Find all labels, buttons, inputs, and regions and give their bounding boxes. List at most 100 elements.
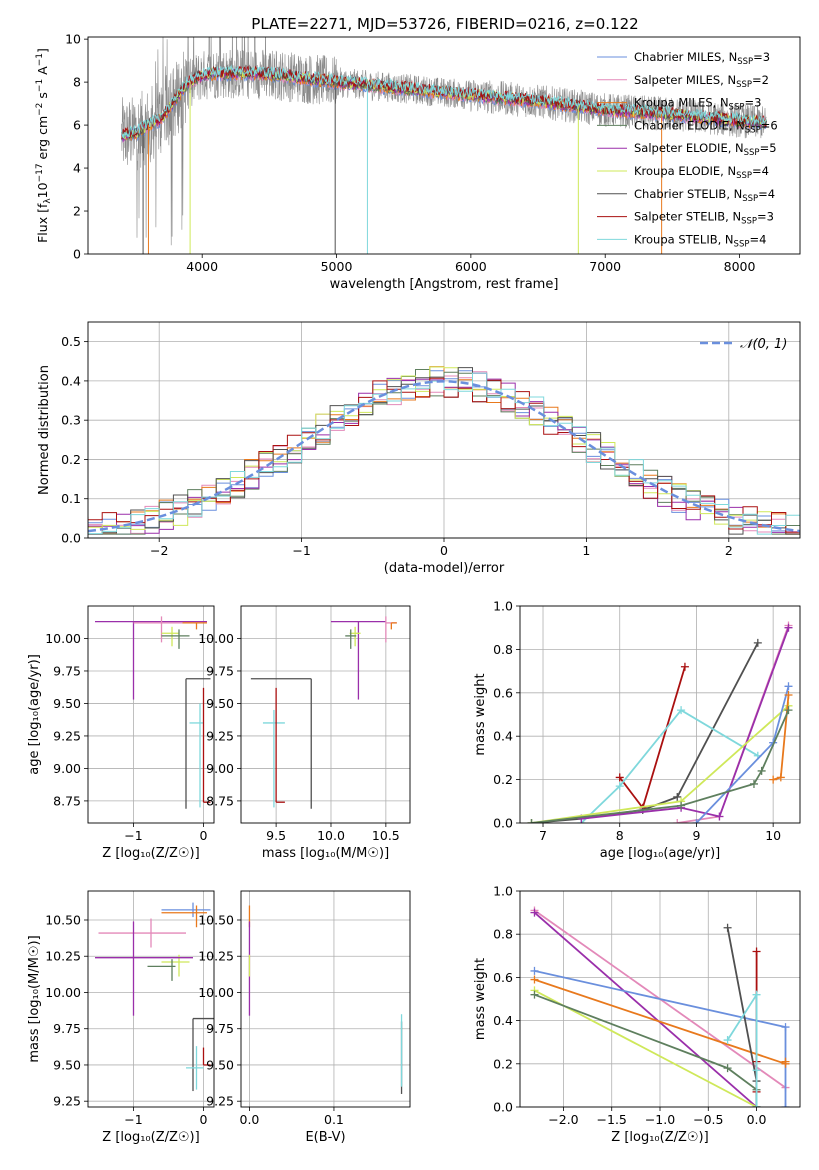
y-tick-label: 9.25 bbox=[206, 728, 234, 743]
legend-label-salpeter_miles: Salpeter MILES, NSSP=2 bbox=[634, 73, 769, 90]
series-marker-chabrier_elodie bbox=[749, 779, 758, 788]
y-tick-label: 0.0 bbox=[493, 1100, 513, 1115]
y-tick-label: 0.8 bbox=[493, 642, 513, 657]
residuals-plot-area bbox=[88, 366, 800, 535]
x-tick-label: 8000 bbox=[724, 259, 756, 274]
x-axis-label: Z [log₁₀(Z/Z☉)] bbox=[611, 1130, 708, 1145]
y-tick-label: 9.75 bbox=[53, 1021, 81, 1036]
x-tick-label: 4000 bbox=[186, 259, 218, 274]
series-marker-chabrier_stelib bbox=[673, 792, 682, 801]
x-tick-label: 0.0 bbox=[240, 1112, 260, 1127]
x-axis-label: Z [log₁₀(Z/Z☉)] bbox=[102, 1130, 199, 1145]
x-tick-label: −2 bbox=[150, 543, 168, 558]
x-axis-label: age [log₁₀(age/yr)] bbox=[600, 846, 721, 861]
x-tick-label: 0 bbox=[440, 543, 448, 558]
spectrum-axes: 4000 5000 6000 7000 8000 0 2 4 6 8 10 wavelength [A… bbox=[35, 32, 755, 292]
errorbar-point-kroupa_elodie bbox=[161, 954, 190, 977]
x-axis-label: Z [log₁₀(Z/Z☉)] bbox=[102, 846, 199, 861]
series-marker-kroupa_stelib bbox=[615, 782, 624, 791]
errorbar-point-salpeter_stelib bbox=[202, 1047, 211, 1066]
series-marker-chabrier_miles bbox=[781, 1023, 790, 1032]
errorbar-point-chabrier_stelib bbox=[185, 678, 211, 809]
age_vs_z-axes: −1 0 8.75 9.00 9.25 9.50 9.75 10.00 Z [log₁₀(Z/Z… bbox=[27, 606, 214, 861]
y-tick-label: 9.50 bbox=[206, 1057, 234, 1072]
series-marker-kroupa_stelib bbox=[723, 1036, 732, 1045]
mass_vs_ebv-plot-area bbox=[248, 905, 403, 1094]
y-tick-label: 0.6 bbox=[493, 685, 513, 700]
y-tick-label: 9.25 bbox=[206, 1094, 234, 1109]
age_vs_mass-plot-area bbox=[250, 616, 397, 809]
y-tick-label: 4 bbox=[73, 161, 81, 176]
series-marker-salpeter_stelib bbox=[615, 773, 624, 782]
legend-label-kroupa_elodie: Kroupa ELODIE, NSSP=4 bbox=[634, 164, 769, 181]
x-tick-label: −0.5 bbox=[693, 1112, 723, 1127]
x-tick-label: 10.5 bbox=[372, 828, 400, 843]
x-tick-label: 0 bbox=[200, 1112, 208, 1127]
errorbar-point-kroupa_miles bbox=[161, 905, 207, 928]
x-tick-label: 0.0 bbox=[747, 1112, 767, 1127]
series-line-salpeter_elodie bbox=[533, 911, 758, 1107]
series-marker-kroupa_stelib bbox=[752, 1103, 761, 1107]
y-tick-label: 10.00 bbox=[45, 631, 81, 646]
series-marker-kroupa_miles bbox=[769, 775, 778, 784]
y-tick-label: 9.50 bbox=[53, 1057, 81, 1072]
massweight_vs_age-plot-area bbox=[527, 621, 793, 823]
series-marker-chabrier_elodie bbox=[530, 990, 539, 999]
mass_vs_z-frame bbox=[87, 890, 215, 1108]
y-axis-label: Flux [fλ10−17 erg cm−2 s−1 A−1] bbox=[35, 48, 53, 243]
residuals-frame bbox=[87, 321, 801, 539]
y-tick-label: 0.8 bbox=[493, 927, 513, 942]
series-marker-salpeter_stelib bbox=[680, 662, 689, 671]
series-marker-salpeter_stelib bbox=[752, 947, 761, 956]
errorbar-point-salpeter_miles bbox=[98, 918, 186, 948]
y-axis-label: age [log₁₀(age/yr)] bbox=[27, 654, 42, 775]
massweight_vs_age-axes: 7 8 9 10 0.0 0.2 0.4 0.6 0.8 1.0 age [log₁₀(age/yr… bbox=[473, 599, 800, 861]
series-marker-chabrier_elodie bbox=[784, 706, 793, 715]
x-tick-label: −1.5 bbox=[597, 1112, 627, 1127]
spectrum-legend: Chabrier MILES, NSSP=3 Salpeter MILES, NS… bbox=[597, 50, 778, 249]
residual-histogram-kroupa_stelib bbox=[88, 372, 800, 535]
series-marker-chabrier_miles bbox=[530, 966, 539, 975]
series-marker-kroupa_miles bbox=[530, 975, 539, 984]
series-line-salpeter_stelib bbox=[618, 666, 686, 810]
series-marker-kroupa_miles bbox=[784, 690, 793, 699]
series-marker-chabrier_miles bbox=[784, 682, 793, 691]
x-tick-label: 5000 bbox=[321, 259, 353, 274]
series-line-chabrier_stelib bbox=[531, 642, 759, 823]
series-marker-chabrier_elodie bbox=[757, 766, 766, 775]
errorbar-point-kroupa_miles bbox=[182, 622, 207, 630]
x-tick-label: −1 bbox=[124, 828, 142, 843]
y-tick-label: 9.75 bbox=[53, 663, 81, 678]
x-tick-label: 0 bbox=[200, 828, 208, 843]
y-tick-label: 0.4 bbox=[61, 373, 81, 388]
y-tick-label: 8.75 bbox=[53, 793, 81, 808]
residuals-legend-label: 𝒩(0, 1) bbox=[740, 337, 787, 352]
y-tick-label: 0.4 bbox=[493, 729, 513, 744]
errorbar-point-salpeter_elodie bbox=[95, 620, 207, 700]
x-tick-label: 10 bbox=[765, 828, 781, 843]
y-tick-label: 0.3 bbox=[61, 413, 81, 428]
errorbar-point-kroupa_miles bbox=[390, 622, 397, 630]
mass_vs_z-plot-area bbox=[95, 902, 214, 1092]
legend-label-chabrier_stelib: Chabrier STELIB, NSSP=4 bbox=[634, 187, 775, 204]
series-marker-chabrier_miles bbox=[692, 819, 701, 823]
mass_vs_ebv-frame bbox=[240, 890, 411, 1108]
y-tick-label: 0.2 bbox=[493, 772, 513, 787]
x-tick-label: −1 bbox=[292, 543, 310, 558]
y-tick-label: 8 bbox=[73, 75, 81, 90]
x-axis-label: mass [log₁₀(M/M☉)] bbox=[262, 846, 389, 861]
y-tick-label: 0 bbox=[73, 247, 81, 262]
series-marker-kroupa_stelib bbox=[752, 990, 761, 999]
legend-label-kroupa_stelib: Kroupa STELIB, NSSP=4 bbox=[634, 232, 766, 249]
series-marker-chabrier_stelib bbox=[723, 923, 732, 932]
x-axis-label: E(B-V) bbox=[305, 1130, 345, 1145]
x-tick-label: 8 bbox=[616, 828, 624, 843]
y-tick-label: 10.25 bbox=[198, 949, 234, 964]
series-marker-kroupa_stelib bbox=[752, 1066, 761, 1075]
y-tick-label: 0.5 bbox=[61, 334, 81, 349]
series-line-salpeter_miles bbox=[677, 625, 790, 823]
y-tick-label: 9.00 bbox=[53, 761, 81, 776]
series-marker-salpeter_miles bbox=[673, 819, 682, 823]
y-tick-label: 9.00 bbox=[206, 761, 234, 776]
